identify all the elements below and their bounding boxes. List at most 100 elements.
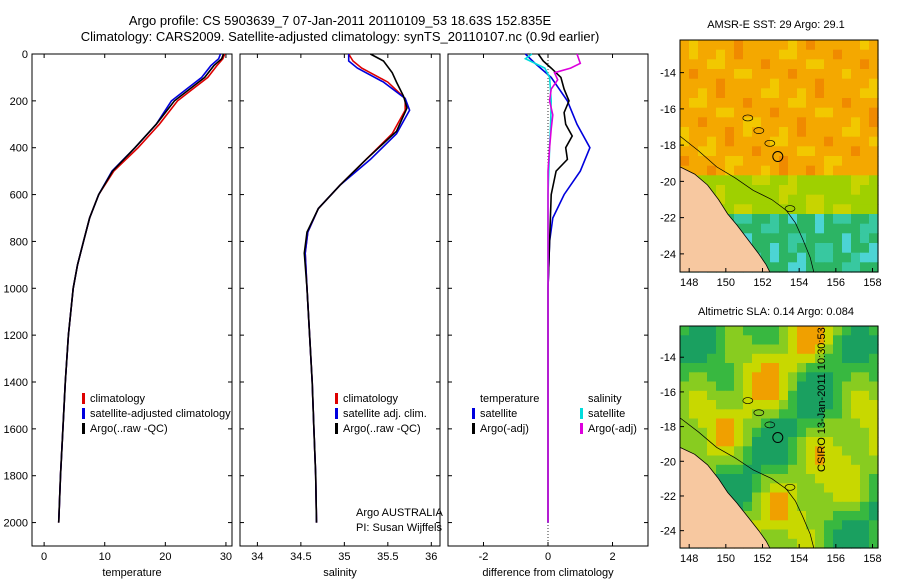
- map-cell: [761, 474, 771, 484]
- map-cell: [779, 204, 789, 215]
- map-cell: [779, 175, 789, 186]
- map-cell: [689, 156, 699, 167]
- map-cell: [797, 511, 807, 521]
- map-cell: [743, 464, 753, 475]
- map-cell: [797, 204, 807, 215]
- map-cell: [842, 69, 852, 80]
- map-cell: [779, 390, 789, 401]
- map-cell: [761, 455, 771, 466]
- map-cell: [698, 335, 708, 346]
- map-cell: [707, 418, 717, 429]
- map-cell: [716, 464, 726, 475]
- map-cell: [716, 78, 726, 89]
- map-cell: [824, 538, 834, 549]
- map-cell: [860, 446, 870, 457]
- map-cell: [788, 49, 798, 60]
- map-cell: [752, 492, 762, 503]
- map-cell: [707, 40, 717, 51]
- map-cell: [869, 49, 879, 60]
- map-cell: [752, 98, 762, 109]
- y-tick-label: 400: [10, 143, 28, 155]
- map-cell: [860, 98, 870, 109]
- y-tick-label: 0: [22, 49, 28, 61]
- map-cell: [869, 175, 879, 186]
- map-cell: [833, 40, 843, 51]
- map-cell: [860, 372, 870, 383]
- map-cell: [842, 344, 852, 355]
- map-cell: [788, 335, 798, 346]
- map-cell: [761, 175, 771, 186]
- legend-temperature-label: satellite: [480, 408, 517, 420]
- map-cell: [734, 88, 744, 99]
- map-cell: [869, 335, 879, 346]
- map-cell: [842, 214, 852, 225]
- map-cell: [815, 243, 825, 254]
- map-cell: [779, 335, 789, 346]
- map-y-tick-label: -20: [660, 456, 676, 468]
- map-cell: [824, 223, 834, 234]
- map-cell: [680, 117, 690, 128]
- map-cell: [869, 464, 879, 475]
- map-cell: [761, 59, 771, 70]
- map-cell: [869, 427, 879, 438]
- map-cell: [707, 400, 717, 410]
- map-cell: [842, 400, 852, 410]
- figure-title-line1: Argo profile: CS 5903639_7 07-Jan-2011 2…: [128, 13, 552, 28]
- map-cell: [698, 127, 708, 138]
- map-cell: [815, 252, 825, 263]
- map-cell: [698, 381, 708, 392]
- map-cell: [743, 372, 753, 383]
- map-cell: [833, 437, 843, 447]
- map-cell: [842, 353, 852, 364]
- map-cell: [734, 437, 744, 447]
- map-cell: [743, 455, 753, 466]
- figure-title-line2: Climatology: CARS2009. Satellite-adjuste…: [80, 29, 600, 44]
- map-cell: [698, 390, 708, 401]
- map-cell: [806, 49, 816, 60]
- map-cell: [842, 175, 852, 186]
- map-cell: [851, 107, 861, 118]
- map-cell: [815, 214, 825, 225]
- map-cell: [707, 175, 717, 186]
- map-cell: [824, 59, 834, 70]
- map-cell: [752, 344, 762, 355]
- map-cell: [860, 204, 870, 215]
- map-cell: [779, 69, 789, 80]
- map-x-tick-label: 154: [790, 553, 808, 565]
- map-cell: [707, 381, 717, 392]
- map-cell: [770, 474, 780, 484]
- reef-outline: [784, 205, 796, 212]
- map-cell: [788, 117, 798, 128]
- map-cell: [788, 243, 798, 254]
- map-cell: [761, 127, 771, 138]
- map-cell: [734, 418, 744, 429]
- map-cell: [752, 326, 762, 336]
- map-cell: [716, 437, 726, 447]
- map-cell: [779, 117, 789, 128]
- map-cell: [689, 69, 699, 80]
- map-cell: [680, 78, 690, 89]
- map-cell: [761, 252, 771, 263]
- map-cell: [851, 390, 861, 401]
- map-cell: [797, 390, 807, 401]
- map-cell: [770, 49, 780, 60]
- map-cell: [806, 501, 816, 512]
- map-cell: [788, 59, 798, 70]
- map-cell: [725, 40, 735, 51]
- map-cell: [833, 372, 843, 383]
- map-cell: [716, 69, 726, 80]
- map-cell: [698, 78, 708, 89]
- map-cell: [680, 372, 690, 383]
- map-cell: [815, 223, 825, 234]
- map-cell: [716, 418, 726, 429]
- map-cell: [806, 59, 816, 70]
- x-tick-label: 35.5: [377, 551, 398, 563]
- map-cell: [779, 223, 789, 234]
- map-cell: [698, 59, 708, 70]
- map-cell: [770, 520, 780, 531]
- map-cell: [824, 409, 834, 420]
- map-cell: [788, 233, 798, 244]
- map-cell: [842, 88, 852, 99]
- map-cell: [869, 344, 879, 355]
